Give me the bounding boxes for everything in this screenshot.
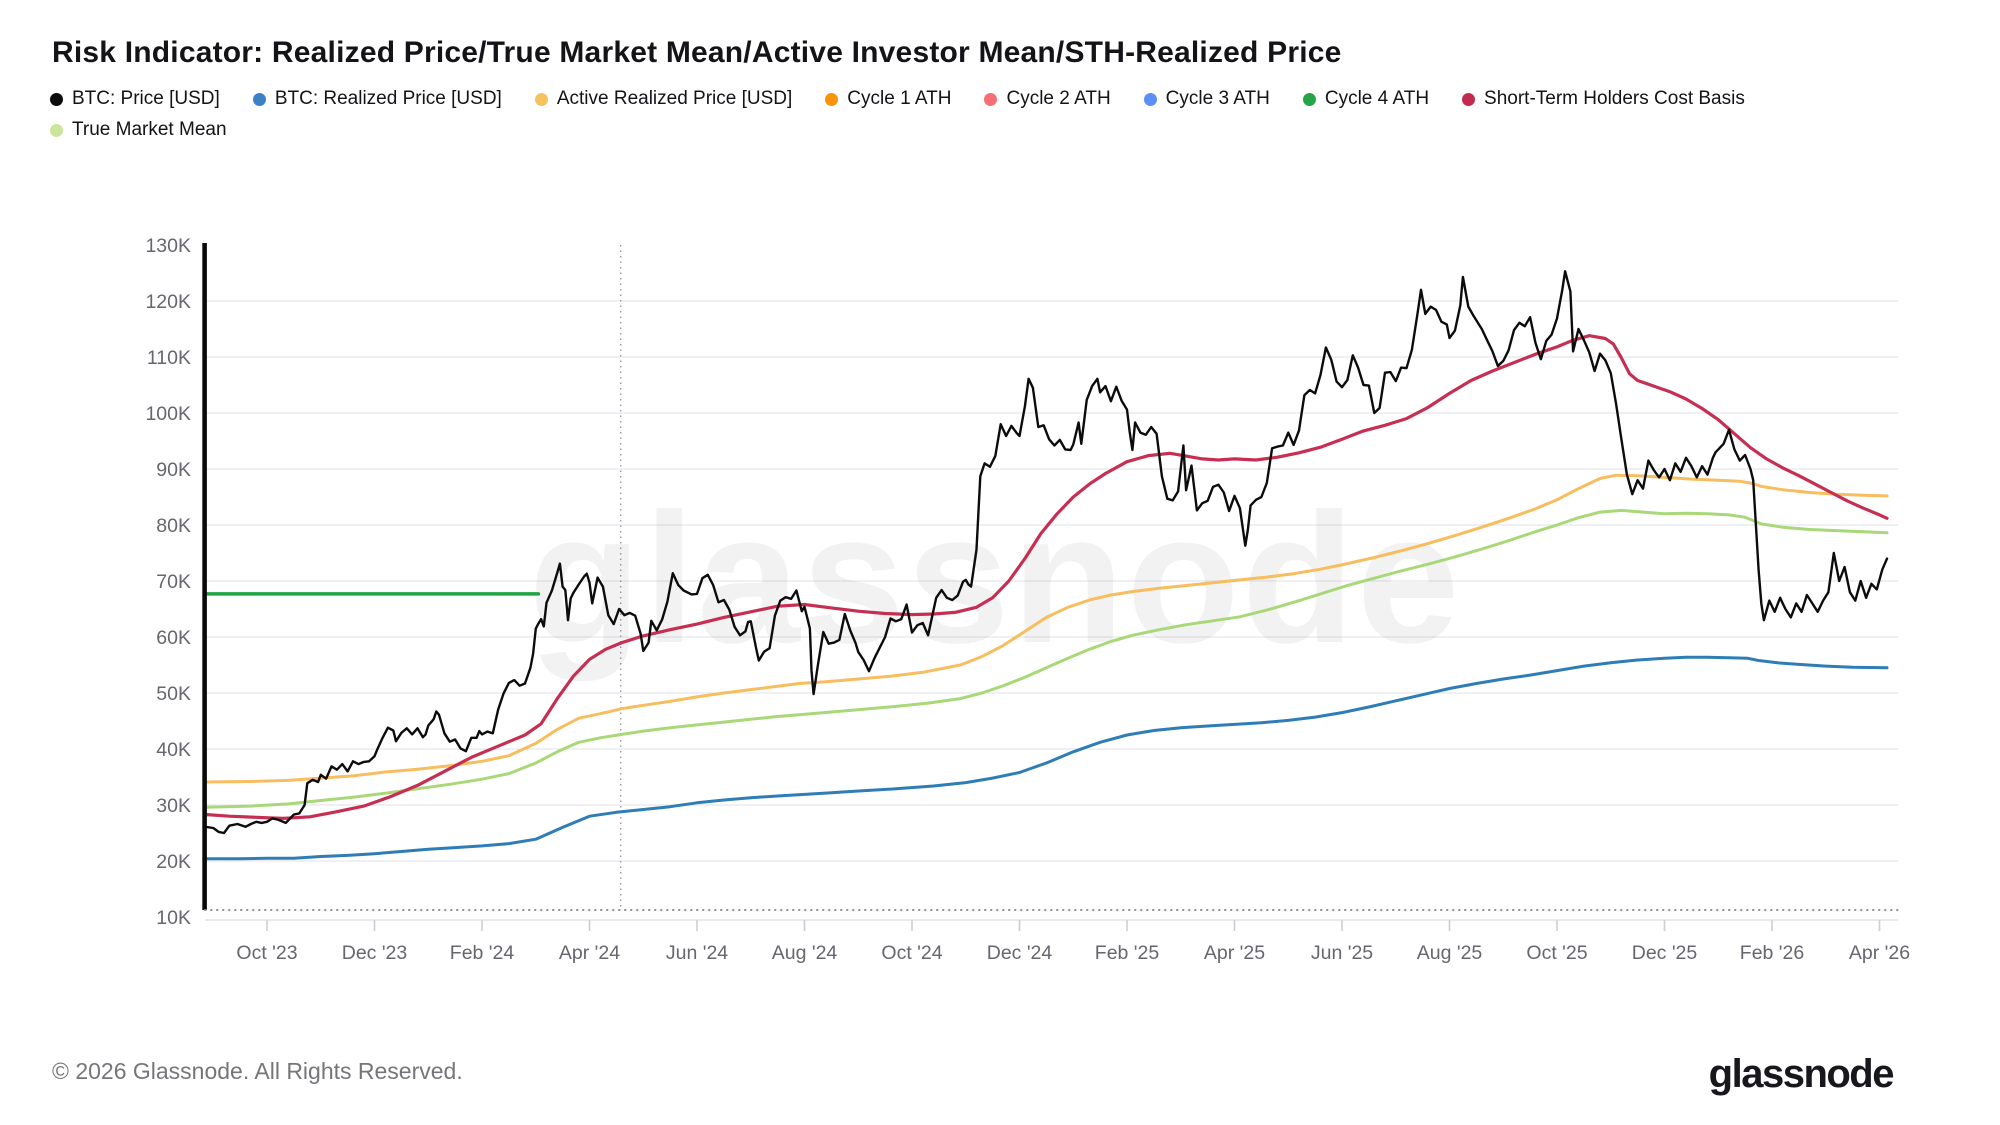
legend-dot-icon — [534, 92, 548, 106]
legend-item-label: Cycle 4 ATH — [1324, 88, 1430, 109]
series-line-active-realized-price — [203, 473, 1889, 784]
x-axis-label: Feb '25 — [1095, 942, 1160, 964]
legend-dot-icon — [1302, 92, 1316, 106]
legend-dot-icon — [50, 123, 63, 137]
legend-item-cycle-3-ath[interactable]: Cycle 3 ATH — [1143, 88, 1270, 110]
legend: BTC: Price [USD] BTC: Realized Price [USD… — [50, 88, 1778, 150]
y-axis-label: 100K — [145, 403, 191, 425]
legend-item-cycle-4-ath[interactable]: Cycle 4 ATH — [1302, 88, 1430, 110]
legend-dot-icon — [1143, 92, 1157, 106]
legend-item-true-market-mean[interactable]: True Market Mean — [50, 119, 227, 141]
legend-item-label: Short-Term Holders Cost Basis — [1484, 88, 1745, 109]
y-axis-label: 80K — [156, 515, 191, 537]
legend-item-active-realized-price-usd[interactable]: Active Realized Price [USD] — [534, 88, 793, 110]
y-axis-bar — [202, 243, 207, 910]
x-axis-label: Apr '25 — [1204, 942, 1265, 964]
y-axis-label: 20K — [156, 851, 191, 873]
y-axis-label: 120K — [145, 291, 191, 313]
legend-dot-icon — [252, 92, 266, 106]
y-axis-label: 110K — [147, 347, 191, 369]
y-axis-label: 10K — [156, 907, 191, 929]
x-axis-label: Feb '24 — [450, 942, 515, 964]
legend-item-label: Cycle 2 ATH — [1006, 88, 1111, 109]
x-axis-label: Aug '25 — [1417, 942, 1483, 964]
y-axis-label: 90K — [156, 459, 191, 481]
x-axis-label: Jun '25 — [1311, 942, 1373, 964]
x-axis-label: Dec '25 — [1632, 942, 1698, 964]
x-axis-label: Aug '24 — [772, 942, 838, 964]
legend-item-btc-price-usd[interactable]: BTC: Price [USD] — [50, 88, 220, 110]
legend-item-label: Cycle 1 ATH — [847, 88, 952, 109]
legend-item-label: Active Realized Price [USD] — [556, 88, 793, 109]
x-axis-label: Feb '26 — [1740, 942, 1804, 964]
y-axis-label: 70K — [156, 571, 191, 593]
legend-item-cycle-1-ath[interactable]: Cycle 1 ATH — [825, 88, 951, 110]
y-axis-label: 50K — [156, 683, 191, 705]
legend-row: True Market Mean — [50, 119, 1778, 141]
legend-item-label: True Market Mean — [72, 119, 227, 140]
series-line-btc-price — [204, 270, 1889, 835]
x-axis-label: Oct '24 — [881, 942, 942, 964]
legend-dot-icon — [825, 92, 839, 106]
series-line-true-market-mean — [203, 508, 1889, 809]
y-axis-label: 40K — [156, 739, 191, 761]
legend-dot-icon — [984, 92, 998, 106]
x-axis-label: Oct '23 — [236, 942, 297, 964]
x-axis-label: Oct '25 — [1526, 942, 1587, 964]
legend-item-cycle-2-ath[interactable]: Cycle 2 ATH — [984, 88, 1111, 110]
x-axis-label: Jun '24 — [666, 942, 728, 964]
legend-item-label: Cycle 3 ATH — [1165, 88, 1270, 109]
legend-dot-icon — [50, 92, 63, 106]
y-axis-label: 130K — [145, 235, 191, 257]
x-axis-label: Apr '24 — [559, 942, 620, 964]
glassnode-logo[interactable]: glassnode — [1708, 1052, 1895, 1096]
series-line-realized-price — [203, 655, 1889, 861]
page-title: Risk Indicator: Realized Price/True Mark… — [52, 36, 1342, 69]
legend-item-label: BTC: Price [USD] — [72, 88, 220, 109]
legend-row: BTC: Price [USD] BTC: Realized Price [USD… — [50, 88, 1778, 110]
y-axis-label: 30K — [156, 795, 191, 817]
legend-dot-icon — [1462, 92, 1476, 106]
legend-item-label: BTC: Realized Price [USD] — [274, 88, 502, 109]
copyright-text: © 2026 Glassnode. All Rights Reserved. — [52, 1058, 463, 1084]
glassnode-watermark: glassnode — [529, 476, 1462, 682]
y-axis-label: 60K — [156, 627, 191, 649]
x-axis-label: Dec '23 — [342, 942, 408, 964]
x-axis-label: Dec '24 — [987, 942, 1053, 964]
legend-item-btc-realized-price-usd[interactable]: BTC: Realized Price [USD] — [252, 88, 502, 110]
x-axis-label: Apr '26 — [1849, 942, 1910, 964]
legend-item-short-term-holders-cost-basis[interactable]: Short-Term Holders Cost Basis — [1462, 88, 1745, 110]
